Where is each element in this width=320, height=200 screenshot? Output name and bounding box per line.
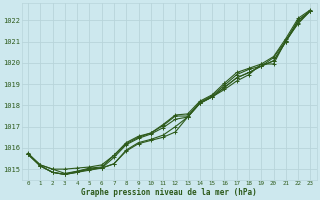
X-axis label: Graphe pression niveau de la mer (hPa): Graphe pression niveau de la mer (hPa)	[81, 188, 257, 197]
